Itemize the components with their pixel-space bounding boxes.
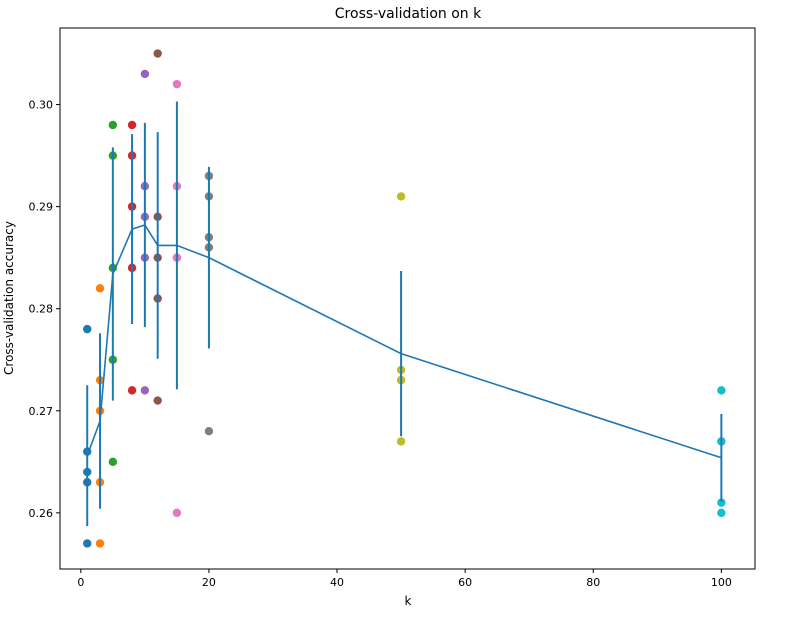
y-tick-label: 0.28 <box>29 303 54 316</box>
data-point <box>108 457 118 467</box>
x-tick-label: 100 <box>711 576 732 589</box>
y-tick-label: 0.30 <box>29 99 54 112</box>
x-tick-label: 40 <box>330 576 344 589</box>
data-point <box>127 386 137 395</box>
data-point <box>717 498 726 507</box>
data-point <box>95 284 105 293</box>
y-tick-label: 0.29 <box>29 201 54 214</box>
x-tick-label: 60 <box>458 576 472 589</box>
data-point <box>153 396 162 405</box>
y-tick-label: 0.27 <box>29 405 54 418</box>
data-point <box>717 508 726 518</box>
mean-accuracy-line <box>86 224 722 459</box>
y-tick-label: 0.26 <box>29 507 54 520</box>
x-axis-ticks: 0 20 40 60 80 100 <box>77 569 732 589</box>
data-point <box>172 508 182 518</box>
data-point <box>83 324 92 334</box>
data-point <box>396 437 406 446</box>
data-point <box>172 79 182 89</box>
data-point <box>204 426 214 436</box>
axes-frame <box>59 27 756 570</box>
data-point <box>140 386 150 395</box>
data-point <box>140 69 150 79</box>
x-axis-label: k <box>405 594 412 608</box>
x-tick-label: 0 <box>77 576 84 589</box>
y-axis-label: Cross-validation accuracy <box>2 221 16 375</box>
data-point <box>153 49 162 58</box>
data-point <box>396 192 406 201</box>
y-axis-ticks: 0.26 0.27 0.28 0.29 0.30 <box>29 99 60 520</box>
chart-title: Cross-validation on k <box>335 6 482 22</box>
data-point <box>717 386 726 395</box>
data-point <box>83 539 92 548</box>
data-point <box>127 120 137 130</box>
x-tick-label: 80 <box>586 576 600 589</box>
x-tick-label: 20 <box>202 576 216 589</box>
data-point <box>108 120 118 130</box>
data-point <box>95 539 105 548</box>
plot-area <box>83 49 726 548</box>
